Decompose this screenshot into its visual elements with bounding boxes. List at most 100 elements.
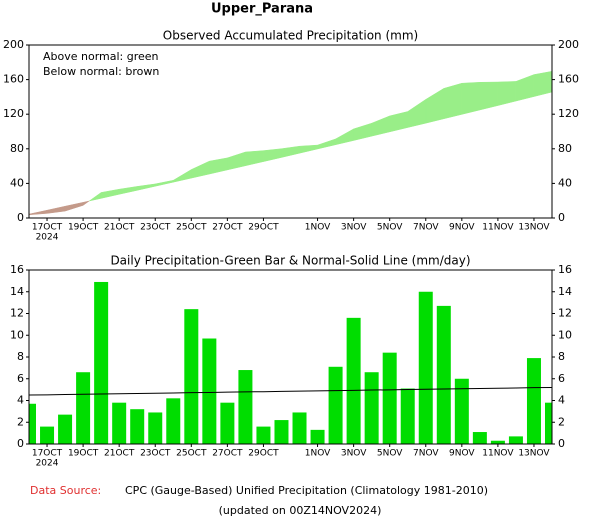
bar [148, 412, 163, 444]
x-tick-label: 13NOV [518, 223, 550, 233]
accumulation-band [479, 81, 499, 111]
bar [436, 305, 451, 444]
accumulation-band [461, 82, 481, 115]
x-tick-label: 29OCT [248, 449, 279, 459]
x-tick-label: 3NOV [341, 223, 367, 233]
y-tick-label: 160 [3, 73, 24, 86]
x-tick-label: 21OCT [104, 449, 135, 459]
x-tick-label: 11NOV [482, 223, 514, 233]
y-tick-label: 0 [17, 437, 24, 450]
accumulation-band [317, 138, 336, 150]
bar [545, 402, 552, 444]
y-tick-label: 8 [17, 350, 24, 363]
accumulation-band [29, 209, 48, 216]
x-tick-label: 27OCT [212, 223, 243, 233]
y2-tick-label: 8 [558, 350, 565, 363]
accumulation-band [46, 205, 66, 214]
y-tick-label: 0 [17, 211, 24, 224]
x-tick-label: 7NOV [413, 223, 439, 233]
x-tick-label: 25OCT [176, 223, 207, 233]
y-tick-label: 2 [17, 415, 24, 428]
bar [490, 440, 505, 444]
accumulation-band [353, 122, 372, 141]
accumulation-band [100, 188, 120, 199]
y-tick-label: 14 [10, 285, 24, 298]
accumulation-band [64, 202, 84, 212]
accumulation-band [263, 148, 282, 162]
accumulation-band [154, 179, 174, 187]
accumulation-band [136, 183, 156, 191]
page-title: Upper_Parana [211, 2, 313, 17]
accumulation-band [497, 81, 517, 106]
bar [166, 398, 181, 444]
bar [76, 372, 91, 444]
accumulation-band [299, 144, 318, 154]
y-tick-label: 4 [17, 394, 24, 407]
bar [472, 432, 487, 444]
y2-tick-label: 4 [558, 394, 565, 407]
x-tick-label: 25OCT [176, 449, 207, 459]
axes-frame [28, 44, 553, 219]
x-tick-label: 27OCT [212, 449, 243, 459]
axes-frame [28, 269, 553, 445]
legend-note: Above normal: green [43, 50, 159, 63]
legend-note: Below normal: brown [43, 65, 159, 78]
accumulation-band [425, 87, 445, 124]
x-tick-label: 11NOV [482, 449, 514, 459]
chart-title: Daily Precipitation-Green Bar & Normal-S… [110, 254, 470, 268]
x-tick-label: 3NOV [341, 449, 367, 459]
y2-tick-label: 40 [558, 176, 572, 189]
bar [220, 402, 235, 444]
y2-tick-label: 120 [558, 107, 579, 120]
accumulation-band [533, 71, 552, 97]
y2-tick-label: 160 [558, 73, 579, 86]
chart-title: Observed Accumulated Precipitation (mm) [163, 29, 418, 43]
normal-line [29, 386, 552, 396]
bar [256, 426, 271, 444]
source-label: Data Source: [30, 484, 101, 497]
x-tick-label: 9NOV [449, 449, 475, 459]
x-tick-label: 17OCT [32, 449, 63, 459]
y-tick-label: 12 [10, 307, 24, 320]
y2-tick-label: 6 [558, 372, 565, 385]
bar [58, 414, 73, 444]
accumulation-band [389, 111, 408, 133]
accumulation-band [515, 74, 535, 102]
accumulation-band [245, 150, 264, 167]
bar [29, 403, 36, 444]
x-tick-label: 17OCT [32, 223, 63, 233]
bar [508, 436, 523, 444]
plot-area [29, 281, 552, 444]
bar [382, 352, 397, 444]
bar [400, 388, 415, 444]
y-tick-label: 40 [10, 176, 24, 189]
y2-tick-label: 14 [558, 285, 572, 298]
y2-tick-label: 0 [558, 211, 565, 224]
bar [526, 358, 541, 444]
year-label: 2024 [36, 459, 59, 469]
bar [454, 378, 469, 444]
x-tick-label: 23OCT [140, 223, 171, 233]
bar [238, 370, 253, 444]
x-tick-label: 21OCT [104, 223, 135, 233]
bar [94, 281, 109, 444]
y-tick-label: 80 [10, 142, 24, 155]
x-tick-label: 19OCT [68, 449, 99, 459]
bar [328, 366, 343, 444]
year-label: 2024 [36, 233, 59, 243]
y-tick-label: 200 [3, 38, 24, 51]
accumulation-band [227, 151, 246, 171]
y2-tick-label: 2 [558, 415, 565, 428]
y2-tick-label: 0 [558, 437, 565, 450]
y2-tick-label: 12 [558, 307, 572, 320]
accumulation-band [82, 200, 90, 206]
bar [40, 426, 55, 444]
x-tick-label: 29OCT [248, 223, 279, 233]
accumulation-band [443, 82, 463, 120]
bar [112, 402, 127, 444]
accumulation-band [371, 115, 390, 137]
accumulation-band [191, 160, 210, 179]
x-tick-label: 5NOV [377, 223, 403, 233]
y-tick-label: 10 [10, 328, 24, 341]
